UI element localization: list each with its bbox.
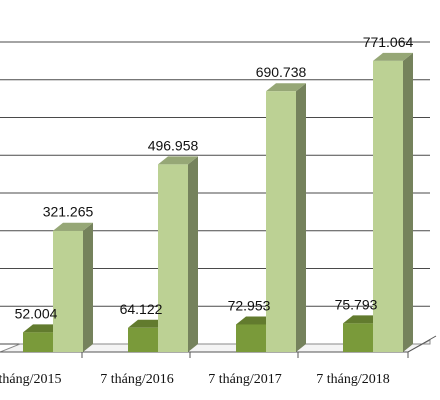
bar-top xyxy=(373,52,413,61)
category-label-4: 7 tháng/2018 xyxy=(316,372,390,387)
bar-top xyxy=(53,222,93,231)
data-label-series2-2: 496.958 xyxy=(148,137,199,153)
data-label-series1-4: 75.793 xyxy=(335,296,378,312)
bar-top xyxy=(158,156,198,165)
data-label-series2-3: 690.738 xyxy=(256,64,307,80)
category-label-3: 7 tháng/2017 xyxy=(208,372,282,387)
bar-top xyxy=(266,83,306,92)
bar-series2-2 xyxy=(158,156,198,352)
bar-front xyxy=(266,91,296,353)
axis-depth-line xyxy=(407,335,437,353)
bar-side xyxy=(296,83,306,353)
bar-series2-1 xyxy=(53,222,93,352)
data-label-series1-1: 52.004 xyxy=(15,305,58,321)
category-ticks: tháng/2015 7 tháng/2016 7 tháng/2017 7 thán… xyxy=(0,372,390,387)
bar-front xyxy=(373,60,403,352)
bar-side xyxy=(188,156,198,352)
bar-front xyxy=(128,327,158,352)
bar-front xyxy=(158,164,188,352)
bars xyxy=(23,52,413,353)
bar-series2-3 xyxy=(266,83,306,353)
data-label-series2-4: 771.064 xyxy=(363,34,414,50)
bar-side xyxy=(403,52,413,352)
data-label-series1-3: 72.953 xyxy=(228,297,271,313)
data-label-series1-2: 64.122 xyxy=(120,301,163,317)
data-label-series2-1: 321.265 xyxy=(43,204,94,220)
data-labels: 52.004 321.265 64.122 496.958 72.953 690.738 7… xyxy=(15,34,414,321)
bar-front xyxy=(236,324,266,352)
category-label-1: tháng/2015 xyxy=(0,372,62,387)
bar-side xyxy=(83,222,93,352)
bar-front xyxy=(23,332,53,352)
bar-front xyxy=(53,230,83,352)
bar-series2-4 xyxy=(373,52,413,352)
bar-front xyxy=(343,323,373,352)
category-label-2: 7 tháng/2016 xyxy=(100,372,174,387)
